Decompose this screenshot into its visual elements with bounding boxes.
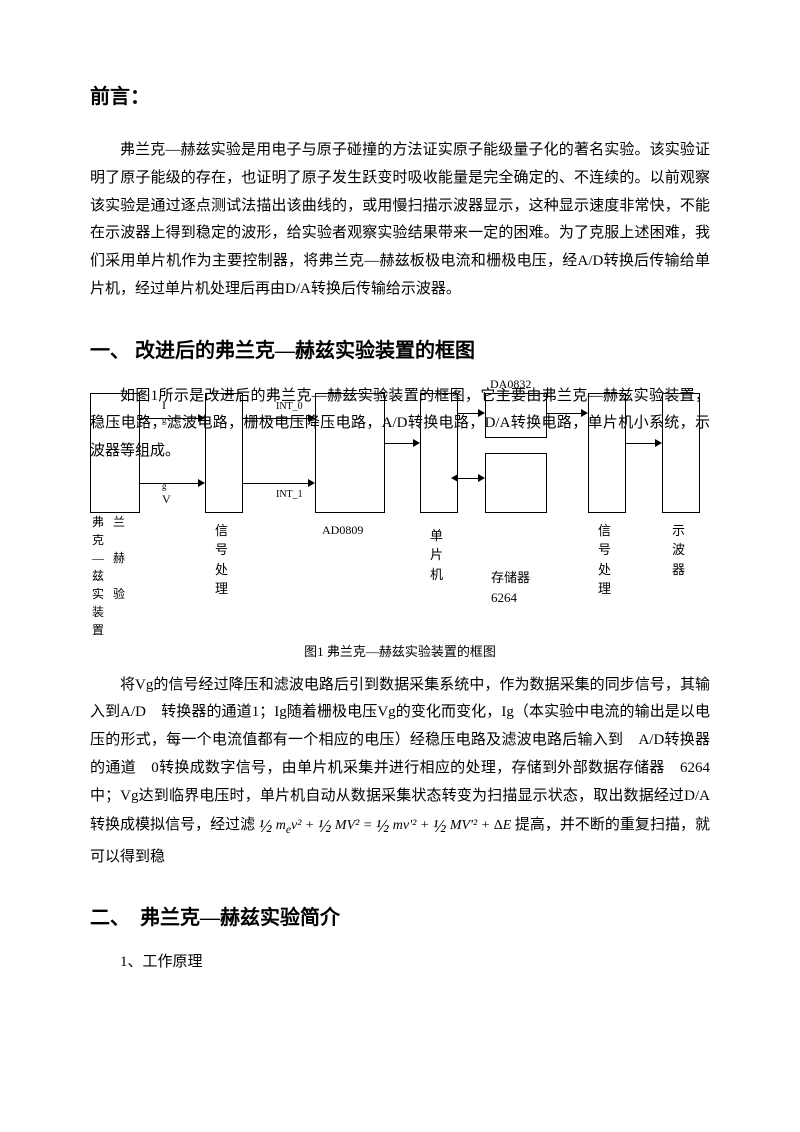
label-ig: Ig bbox=[162, 398, 167, 427]
arrow-mcu-mem-h2 bbox=[451, 474, 458, 482]
body-text-1: 将Vg的信号经过降压和滤波电路后引到数据采集系统中，作为数据采集的同步信号，其输… bbox=[90, 677, 710, 834]
arrow-int0-head bbox=[308, 414, 315, 422]
arrow-int1-head bbox=[308, 479, 315, 487]
node-ad bbox=[315, 393, 385, 513]
arrow-mcu-mem bbox=[458, 478, 478, 479]
label-int1: INT_1 bbox=[276, 489, 303, 500]
arrow-ig-head bbox=[198, 414, 205, 422]
node-mcu-label: 单片机 bbox=[430, 526, 447, 585]
node-osc-label: 示波器 bbox=[672, 521, 689, 580]
arrow-sig2-osc-head bbox=[655, 439, 662, 447]
node-mcu bbox=[420, 393, 458, 513]
preface-paragraph: 弗兰克—赫兹实验是用电子与原子碰撞的方法证实原子能级量子化的著名实验。该实验证明… bbox=[90, 137, 710, 304]
formula: ½ mev² + ½ MV² = ½ mv'² + ½ MV'² + ΔE bbox=[255, 818, 515, 833]
label-int0: INT_0 bbox=[276, 401, 303, 412]
arrow-int1 bbox=[243, 483, 308, 484]
arrow-sig2-osc bbox=[626, 443, 655, 444]
node-mem bbox=[485, 453, 547, 513]
node-da bbox=[485, 393, 547, 438]
arrow-da-sig2 bbox=[547, 413, 581, 414]
arrow-int0 bbox=[243, 418, 308, 419]
arrow-mcu-da-head bbox=[478, 409, 485, 417]
body-paragraph: 将Vg的信号经过降压和滤波电路后引到数据采集系统中，作为数据采集的同步信号，其输… bbox=[90, 672, 710, 872]
node-fhz bbox=[90, 393, 140, 513]
node-osc bbox=[662, 393, 700, 513]
node-fhz-label: 弗 兰 克— 赫 兹实 验 装置 bbox=[92, 513, 142, 639]
label-vg: gV bbox=[162, 478, 171, 507]
arrow-mcu-da bbox=[458, 413, 478, 414]
arrow-ad-mcu bbox=[385, 443, 413, 444]
diagram-container: 如图1所示是改进后的弗兰克—赫兹实验装置的框图，它主要由弗兰克—赫兹实验装置，稳… bbox=[90, 383, 710, 633]
preface-title: 前言： bbox=[90, 80, 710, 109]
node-da-label: DA0832 bbox=[490, 377, 531, 392]
node-sig1 bbox=[205, 393, 243, 513]
node-ad-label: AD0809 bbox=[322, 523, 363, 538]
arrow-ad-mcu-head bbox=[413, 439, 420, 447]
arrow-mcu-mem-h1 bbox=[478, 474, 485, 482]
arrow-da-sig2-head bbox=[581, 409, 588, 417]
node-mem-label: 存储器6264 bbox=[491, 568, 530, 610]
flowchart: 弗 兰 克— 赫 兹实 验 装置 信号处理 AD0809 单片机 DA0832 … bbox=[90, 383, 710, 633]
node-sig1-label: 信号处理 bbox=[215, 521, 232, 599]
section2-title: 二、 弗兰克—赫兹实验简介 bbox=[90, 901, 710, 930]
node-sig2 bbox=[588, 393, 626, 513]
arrow-vg-head bbox=[198, 479, 205, 487]
arrow-ig bbox=[140, 418, 198, 419]
figure1-caption: 图1 弗兰克—赫兹实验装置的框图 bbox=[90, 641, 710, 660]
node-sig2-label: 信号处理 bbox=[598, 521, 615, 599]
section1-title: 一、 改进后的弗兰克—赫兹实验装置的框图 bbox=[90, 334, 710, 363]
section2-sub: 1、工作原理 bbox=[120, 950, 710, 971]
